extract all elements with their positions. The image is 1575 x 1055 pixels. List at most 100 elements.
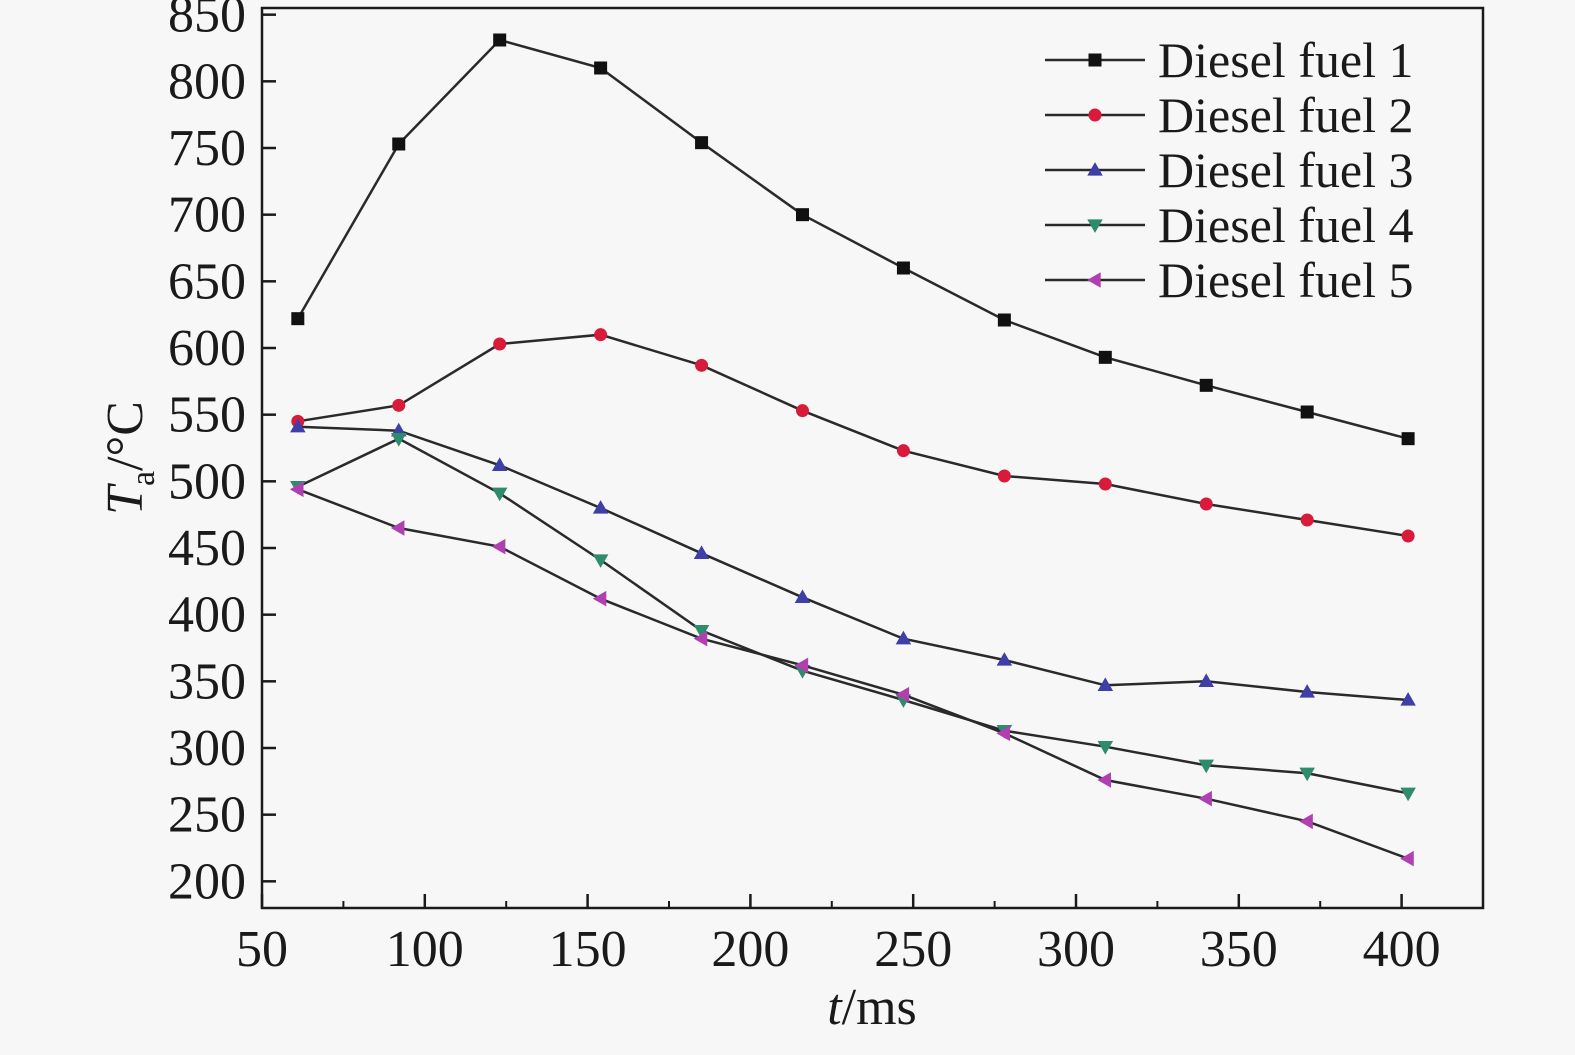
data-point	[996, 652, 1013, 666]
data-point	[491, 487, 508, 502]
data-point	[291, 312, 305, 326]
data-point	[693, 630, 708, 647]
data-point	[895, 686, 910, 703]
legend-item: Diesel fuel 2	[1045, 87, 1413, 143]
series-line	[297, 333, 1409, 538]
data-point	[1299, 684, 1315, 698]
x-axis-var: t	[827, 979, 843, 1036]
data-point	[1299, 767, 1315, 782]
data-point	[1097, 772, 1111, 788]
y-tick-label: 800	[168, 53, 246, 110]
y-tick-label: 250	[168, 787, 246, 844]
legend-marker	[1088, 53, 1102, 67]
legend-item: Diesel fuel 5	[1045, 252, 1413, 308]
data-point	[1400, 850, 1414, 867]
data-point	[1198, 790, 1212, 807]
data-point	[594, 328, 608, 342]
data-point	[290, 418, 306, 433]
x-tick-label: 400	[1363, 921, 1441, 978]
ticks-layer: 50 100 150 200 250 300 350 400 200 250 300 350 400 45…	[168, 0, 1441, 978]
data-point	[1097, 740, 1114, 755]
x-axis-title: t/ms	[827, 979, 917, 1036]
series-layer	[289, 33, 1416, 867]
x-tick-label: 200	[711, 921, 789, 978]
data-point	[392, 137, 406, 151]
x-tick-label: 100	[386, 921, 464, 978]
y-tick-label: 550	[168, 387, 246, 444]
data-point	[1199, 497, 1213, 511]
y-tick-label: 450	[168, 520, 246, 577]
data-point	[1097, 677, 1114, 692]
data-point	[896, 444, 910, 458]
y-tick-label: 700	[168, 187, 246, 244]
series-line	[297, 437, 1409, 795]
data-point	[695, 358, 709, 372]
data-point	[592, 500, 609, 514]
data-point	[493, 33, 507, 47]
series-line	[297, 425, 1409, 702]
series-line	[297, 488, 1409, 860]
x-tick-label: 50	[236, 921, 288, 978]
y-axis-unit: /°C	[97, 401, 154, 471]
data-point	[1199, 378, 1213, 392]
x-tick-label: 350	[1200, 921, 1278, 978]
legend-marker	[1088, 108, 1102, 122]
series-line	[296, 38, 1409, 440]
data-point	[896, 261, 910, 275]
y-tick-label: 350	[168, 653, 246, 710]
data-point	[997, 469, 1011, 483]
data-point	[390, 520, 405, 536]
y-axis-title: Ta/°C	[97, 401, 162, 515]
data-point	[795, 404, 809, 418]
data-point	[1300, 513, 1314, 527]
legend-item: Diesel fuel 1	[1045, 32, 1413, 88]
data-point	[795, 208, 809, 222]
data-point	[390, 432, 407, 447]
data-point	[693, 545, 710, 560]
legend-label: Diesel fuel 2	[1158, 87, 1413, 143]
data-point	[491, 457, 508, 472]
data-point	[1098, 477, 1112, 491]
data-point	[1299, 813, 1313, 830]
legend-marker	[1087, 162, 1103, 176]
data-point	[1401, 529, 1415, 543]
x-axis-unit: /ms	[842, 979, 917, 1036]
y-tick-label: 500	[168, 453, 246, 510]
y-tick-label: 750	[168, 120, 246, 177]
data-point	[1198, 673, 1215, 688]
data-point	[794, 589, 811, 604]
data-point	[592, 590, 607, 607]
data-point	[1300, 405, 1314, 419]
data-point	[493, 337, 507, 351]
data-point	[1401, 432, 1415, 446]
y-tick-label: 200	[168, 853, 246, 910]
legend-marker	[1087, 272, 1101, 288]
y-tick-label: 300	[168, 720, 246, 777]
x-tick-label: 250	[874, 921, 952, 978]
legend-item: Diesel fuel 3	[1045, 142, 1413, 198]
y-tick-label: 650	[168, 253, 246, 310]
data-point	[1400, 787, 1416, 802]
legend-label: Diesel fuel 4	[1158, 197, 1413, 253]
data-point	[289, 481, 304, 498]
data-point	[693, 624, 710, 639]
y-tick-label: 400	[168, 587, 246, 644]
data-point	[491, 538, 506, 555]
data-point	[594, 61, 608, 75]
legend-item: Diesel fuel 4	[1045, 197, 1413, 253]
series-5	[289, 481, 1414, 867]
data-point	[895, 630, 912, 645]
legend-label: Diesel fuel 5	[1158, 252, 1413, 308]
x-tick-label: 150	[549, 921, 627, 978]
data-point	[1198, 759, 1215, 774]
legend-marker	[1087, 219, 1103, 233]
data-point	[695, 136, 709, 150]
plot-frame	[260, 6, 1485, 910]
legend-label: Diesel fuel 3	[1158, 142, 1413, 198]
data-point	[1098, 350, 1112, 364]
data-point	[1400, 692, 1416, 706]
data-point	[392, 398, 406, 412]
data-point	[794, 657, 809, 674]
